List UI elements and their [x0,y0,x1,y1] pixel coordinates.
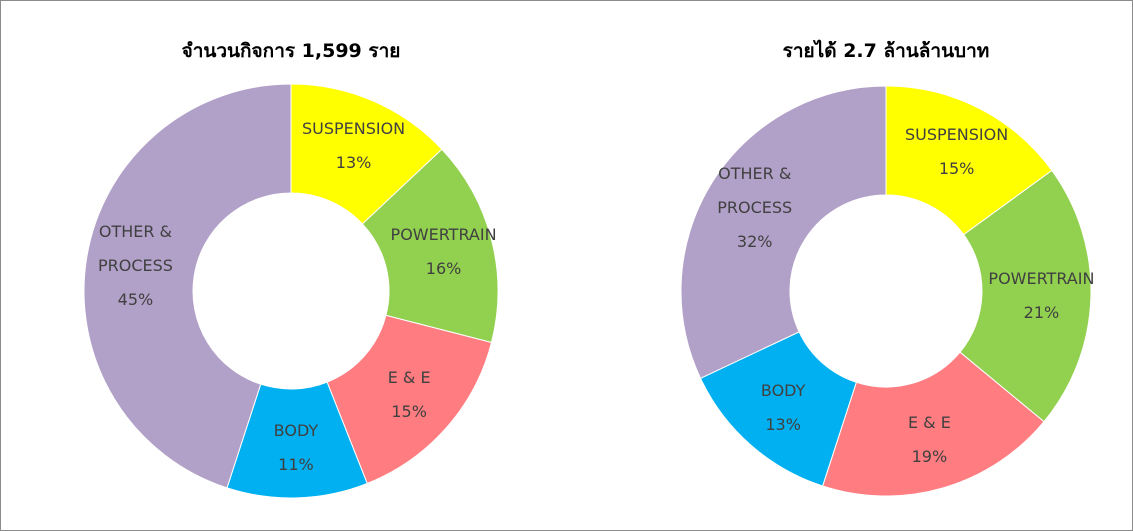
category-label: BODY [273,421,319,441]
category-label: E & E [387,368,431,388]
category-label: OTHER & PROCESS [97,222,173,276]
category-label: E & E [907,413,951,433]
category-label: POWERTRAIN [988,268,1095,288]
donut-slice [699,331,857,487]
donut-slice [290,83,443,225]
donut-slice [83,83,292,489]
chart-title: จำนวนกิจการ 1,599 ราย [181,40,401,62]
donut-slice [822,351,1045,497]
slice-label: SUSPENSION 15% [892,118,1022,186]
value-label: 45% [117,290,154,310]
value-label: 13% [765,414,801,434]
category-label: OTHER & PROCESS [717,163,793,217]
category-label: SUSPENSION [301,119,406,139]
slice-label: SUSPENSION 13% [289,112,419,180]
category-label: POWERTRAIN [390,224,497,244]
value-label: 32% [736,231,773,251]
value-label: 13% [335,153,372,173]
value-label: 11% [278,455,314,475]
value-label: 15% [391,402,427,422]
donut-slice [326,314,493,485]
donut-slice [361,148,499,344]
slice-label: BODY 13% [718,374,848,442]
slice-label: POWERTRAIN 16% [379,218,509,286]
category-label: SUSPENSION [905,125,1009,145]
donut-slice [680,85,887,379]
donut-slice [959,169,1092,423]
value-label: 16% [425,258,462,278]
slice-label: POWERTRAIN 21% [976,262,1106,330]
chart-title: รายได้ 2.7 ล้านล้านบาท [782,40,990,62]
donut-slice [885,85,1053,236]
slice-label: OTHER & PROCESS 32% [690,157,820,259]
category-label: BODY [760,380,806,400]
slice-label: E & E 15% [344,361,474,429]
slice-label: BODY 11% [231,414,361,482]
value-label: 15% [938,159,975,179]
slice-label: OTHER & PROCESS 45% [70,215,200,317]
value-label: 21% [1023,302,1060,322]
slice-label: E & E 19% [864,406,994,474]
value-label: 19% [911,447,948,467]
